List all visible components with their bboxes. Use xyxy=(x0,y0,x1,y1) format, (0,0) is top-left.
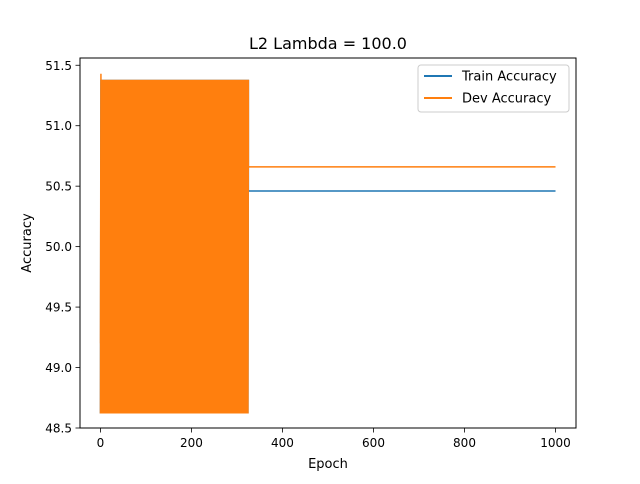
series-line-dev-accuracy xyxy=(99,73,556,414)
x-axis: 0 200 400 600 800 1000 xyxy=(97,428,571,450)
legend-label-train-accuracy: Train Accuracy xyxy=(461,70,557,85)
y-tick-label: 50.0 xyxy=(45,240,72,254)
x-tick-label: 0 xyxy=(97,436,105,450)
y-axis: 48.5 49.0 49.5 50.0 50.5 51.0 51.5 xyxy=(45,59,80,436)
chart-title: L2 Lambda = 100.0 xyxy=(249,34,407,53)
legend: Train Accuracy Dev Accuracy xyxy=(417,64,570,113)
x-tick-label: 600 xyxy=(362,436,385,450)
x-tick-label: 1000 xyxy=(540,436,571,450)
x-axis-label: Epoch xyxy=(308,457,348,472)
legend-box xyxy=(417,64,570,113)
y-tick-label: 49.0 xyxy=(45,361,72,375)
y-tick-label: 49.5 xyxy=(45,301,72,315)
x-tick-label: 800 xyxy=(453,436,476,450)
y-tick-label: 50.5 xyxy=(45,180,72,194)
y-tick-label: 51.0 xyxy=(45,119,72,133)
y-tick-label: 51.5 xyxy=(45,59,72,73)
x-tick-label: 400 xyxy=(271,436,294,450)
legend-label-dev-accuracy: Dev Accuracy xyxy=(462,92,551,107)
plot-frame xyxy=(79,57,577,429)
y-tick-label: 48.5 xyxy=(45,422,72,436)
x-tick-label: 200 xyxy=(180,436,203,450)
series-layer xyxy=(99,73,556,414)
y-axis-label: Accuracy xyxy=(20,213,35,273)
